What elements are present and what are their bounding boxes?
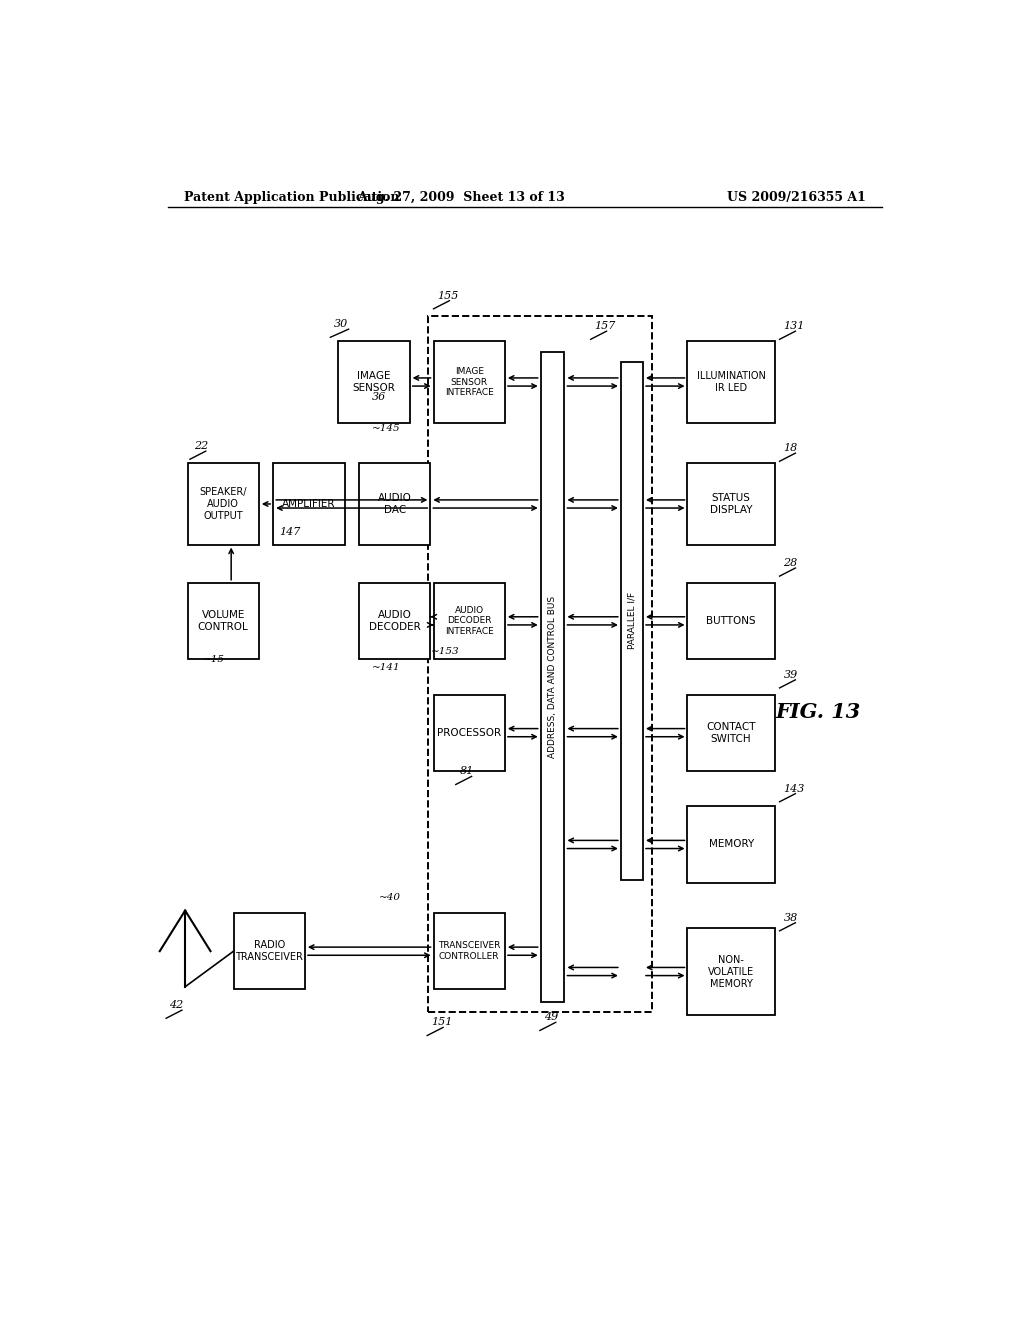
Bar [687,582,775,659]
Text: US 2009/216355 A1: US 2009/216355 A1 [727,190,866,203]
Bar [621,362,643,880]
Text: 131: 131 [783,321,805,331]
Text: 49: 49 [544,1012,558,1022]
Text: 22: 22 [194,441,208,451]
Text: 36: 36 [372,392,386,403]
Bar [687,342,775,422]
Text: 151: 151 [431,1018,453,1027]
Text: 155: 155 [437,290,459,301]
Bar [187,582,259,659]
Text: VOLUME
CONTROL: VOLUME CONTROL [198,610,249,632]
Bar [687,694,775,771]
Text: 81: 81 [460,767,474,776]
Text: 143: 143 [783,784,805,793]
Bar [687,807,775,883]
Bar [541,351,564,1002]
Bar [433,342,505,422]
Text: STATUS
DISPLAY: STATUS DISPLAY [710,492,753,515]
Text: ~153: ~153 [431,647,460,656]
Bar [359,463,430,545]
Text: CONTACT
SWITCH: CONTACT SWITCH [707,722,756,743]
Text: 42: 42 [169,1001,183,1010]
Text: AUDIO
DECODER
INTERFACE: AUDIO DECODER INTERFACE [444,606,494,636]
Bar [359,582,430,659]
Text: PROCESSOR: PROCESSOR [437,727,502,738]
Text: ILLUMINATION
IR LED: ILLUMINATION IR LED [696,371,766,393]
Text: IMAGE
SENSOR: IMAGE SENSOR [352,371,395,393]
Text: 38: 38 [783,912,798,923]
Bar [433,913,505,989]
Bar [338,342,410,422]
Text: AUDIO
DECODER: AUDIO DECODER [369,610,421,632]
Text: SPEAKER/
AUDIO
OUTPUT: SPEAKER/ AUDIO OUTPUT [200,487,247,521]
Text: PARALLEL I/F: PARALLEL I/F [628,593,637,649]
Text: 30: 30 [334,319,348,329]
Text: FIG. 13: FIG. 13 [776,702,861,722]
Text: ~40: ~40 [379,894,400,903]
Text: ADDRESS, DATA AND CONTROL BUS: ADDRESS, DATA AND CONTROL BUS [548,595,557,758]
Text: AMPLIFIER: AMPLIFIER [283,499,336,510]
Text: 39: 39 [783,669,798,680]
Text: 147: 147 [279,527,300,536]
Bar [433,582,505,659]
Text: ~15: ~15 [204,655,225,664]
Text: Aug. 27, 2009  Sheet 13 of 13: Aug. 27, 2009 Sheet 13 of 13 [357,190,565,203]
Text: RADIO
TRANSCEIVER: RADIO TRANSCEIVER [236,940,303,962]
Text: ~141: ~141 [372,663,400,672]
Bar [273,463,345,545]
Bar [428,315,652,1012]
Text: 157: 157 [595,321,616,331]
Text: IMAGE
SENSOR
INTERFACE: IMAGE SENSOR INTERFACE [444,367,494,397]
Bar [687,463,775,545]
Bar [433,694,505,771]
Text: NON-
VOLATILE
MEMORY: NON- VOLATILE MEMORY [708,954,755,989]
Bar [187,463,259,545]
Text: TRANSCEIVER
CONTROLLER: TRANSCEIVER CONTROLLER [438,941,501,961]
Text: BUTTONS: BUTTONS [707,616,756,626]
Text: Patent Application Publication: Patent Application Publication [183,190,399,203]
Text: MEMORY: MEMORY [709,840,754,850]
Text: AUDIO
DAC: AUDIO DAC [378,492,412,515]
Text: 18: 18 [783,444,798,453]
Bar [687,928,775,1015]
Text: ~145: ~145 [372,424,400,433]
Bar [233,913,305,989]
Text: 28: 28 [783,558,798,568]
